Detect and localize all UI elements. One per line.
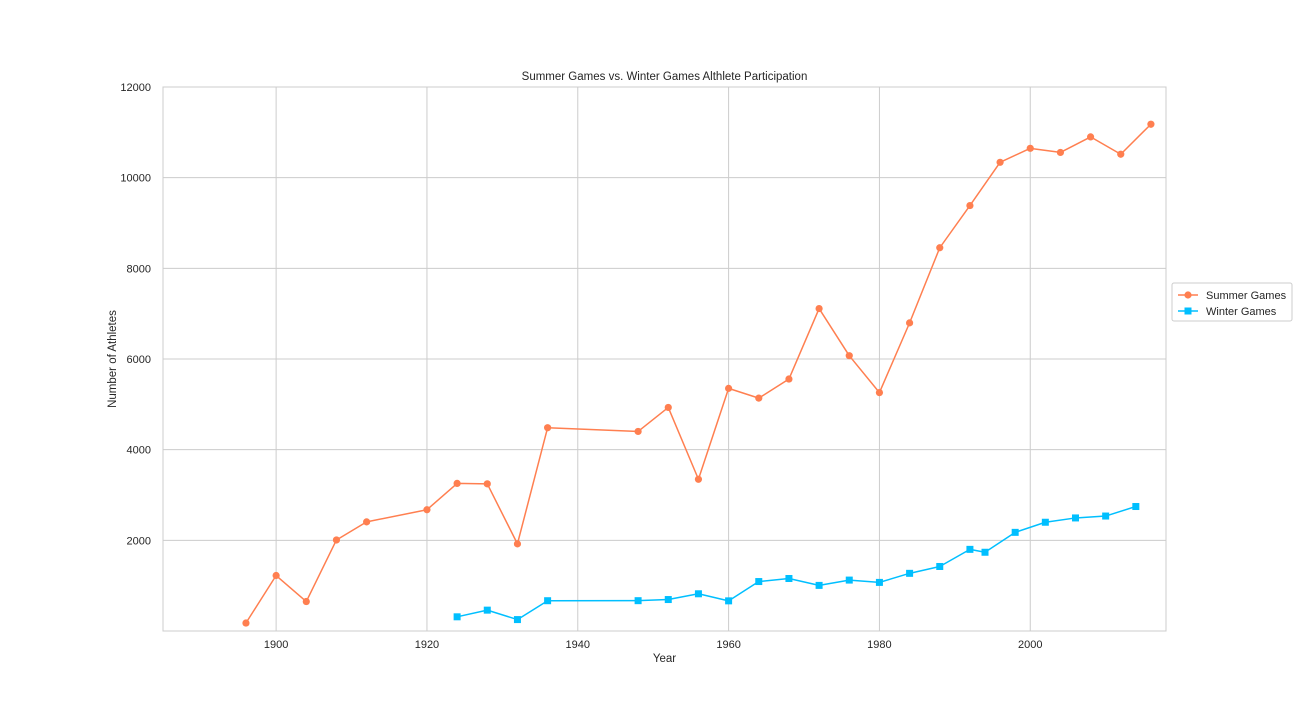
winter-games-point [1102, 512, 1110, 520]
summer-games-point [996, 158, 1004, 166]
winter-games-legend-marker [1184, 307, 1192, 315]
winter-games-point [453, 613, 461, 621]
summer-games-point [272, 571, 280, 580]
summer-games-point [694, 475, 703, 483]
winter-games-line [456, 505, 1137, 621]
summer-games-point [664, 403, 672, 412]
x-tick-label: 1940 [566, 639, 590, 651]
summer-games-point [423, 506, 431, 514]
summer-games-point [966, 201, 974, 210]
x-tick-label: 1960 [716, 639, 740, 651]
legend: Summer Games Winter Games [1171, 282, 1293, 322]
summer-games-point [1086, 133, 1095, 141]
y-tick-label: 10000 [120, 173, 151, 185]
winter-games-point [544, 597, 552, 605]
summer-games-point [1056, 148, 1065, 157]
y-tick-label: 2000 [127, 535, 151, 547]
y-tick-label: 4000 [127, 445, 151, 457]
summer-games-point [1147, 120, 1155, 128]
summer-games-point [1117, 150, 1125, 158]
summer-games-line [245, 123, 1152, 624]
winter-games-point [483, 606, 491, 614]
winter-games-point [1132, 503, 1140, 511]
y-tick-label: 6000 [127, 354, 151, 366]
y-axis-label: Number of Athletes [107, 310, 119, 408]
summer-games-legend-label: Summer Games [1206, 290, 1287, 302]
x-tick-label: 1980 [867, 639, 891, 651]
winter-games-point [845, 576, 853, 584]
summer-games-point [815, 304, 823, 313]
summer-games-point [634, 427, 642, 436]
plot-frame [162, 86, 1167, 632]
x-tick-label: 1920 [415, 639, 439, 651]
winter-games-point [755, 578, 763, 586]
summer-games-point [544, 424, 552, 432]
summer-games-point [1026, 144, 1034, 152]
summer-games-point [483, 480, 491, 488]
chart-title: Summer Games vs. Winter Games Althlete P… [522, 71, 808, 83]
summer-games-point [845, 352, 853, 360]
winter-games-point [1011, 528, 1019, 536]
winter-games-point [815, 581, 823, 589]
winter-games-series [453, 503, 1140, 624]
x-tick-label: 2000 [1018, 639, 1042, 651]
series-layer [242, 120, 1155, 627]
winter-games-point [1072, 514, 1080, 522]
winter-games-point [981, 548, 989, 556]
winter-games-point [906, 569, 914, 577]
summer-games-point [332, 536, 341, 544]
y-tick-label: 8000 [127, 263, 151, 275]
summer-games-point [725, 384, 733, 392]
x-axis-label: Year [653, 653, 676, 665]
summer-games-point [785, 375, 793, 383]
summer-games-point [453, 479, 461, 487]
legend-box [1171, 282, 1293, 322]
x-tick-label: 1900 [264, 639, 288, 651]
summer-games-point [302, 597, 310, 606]
winter-games-point [513, 616, 521, 624]
winter-games-point [694, 590, 702, 598]
winter-games-point [634, 597, 642, 605]
y-tick-labels: 2000 4000 6000 8000 10000 12000 [120, 82, 151, 547]
winter-games-point [966, 545, 974, 553]
summer-games-point [875, 388, 884, 397]
summer-games-series [242, 120, 1155, 627]
winter-games-point [664, 596, 672, 604]
winter-games-point [785, 575, 793, 583]
summer-games-point [755, 394, 763, 402]
winter-games-point [1041, 518, 1049, 526]
y-tick-label: 12000 [120, 82, 151, 94]
summer-games-point [513, 540, 522, 548]
winter-games-point [936, 562, 944, 570]
summer-games-legend-marker [1184, 291, 1192, 299]
winter-games-point [875, 578, 883, 586]
winter-games-point [725, 597, 733, 605]
winter-games-legend-label: Winter Games [1206, 306, 1277, 318]
summer-games-point [936, 244, 944, 252]
summer-games-point [242, 619, 250, 627]
summer-games-point [905, 319, 914, 327]
summer-games-point [363, 518, 371, 526]
grid-lines [163, 86, 1166, 631]
x-tick-labels: 1900 1920 1940 1960 1980 2000 [264, 639, 1043, 651]
